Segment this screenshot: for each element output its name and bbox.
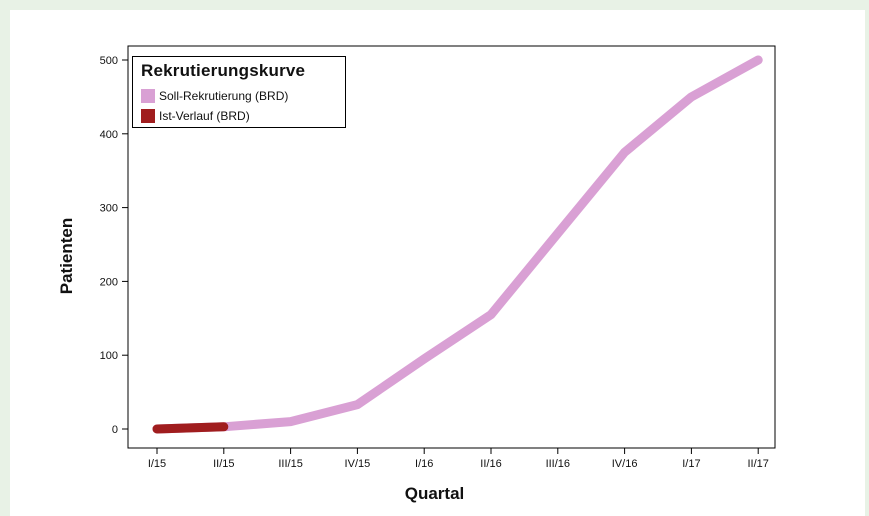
x-axis: I/15 II/15 III/15 IV/15 I/16 II/16 III/16 IV/16… [148,448,769,470]
y-axis-title: Patienten [57,217,76,295]
x-tick-label: I/15 [148,458,166,470]
legend: Rekrutierungskurve Soll-Rekrutierung (BR… [132,56,346,128]
x-tick-label: II/15 [213,458,234,470]
y-tick-label: 400 [100,129,118,141]
x-tick-label: III/16 [546,458,570,470]
x-tick-label: II/16 [480,458,501,470]
y-tick-label: 100 [100,350,118,362]
series-line-1 [152,422,229,434]
legend-item-ist: Ist-Verlauf (BRD) [141,107,250,125]
legend-title: Rekrutierungskurve [141,61,306,80]
y-tick-label: 200 [100,276,118,288]
x-tick-label: IV/15 [345,458,371,470]
y-tick-label: 500 [100,55,118,67]
plot-frame [127,45,776,449]
y-tick-label: 300 [100,203,118,215]
x-tick-label: II/17 [747,458,768,470]
series-line-0 [152,55,763,434]
x-tick-label: III/15 [278,458,302,470]
x-tick-label: IV/16 [612,458,638,470]
y-axis: 0 100 200 300 400 500 [100,55,128,436]
legend-item-soll: Soll-Rekrutierung (BRD) [141,87,288,105]
legend-swatch-soll [141,89,155,103]
y-axis-title-wrap: Patienten [52,218,82,295]
legend-label-ist: Ist-Verlauf (BRD) [159,109,250,123]
legend-label-soll: Soll-Rekrutierung (BRD) [159,89,289,103]
series-layer [152,55,763,434]
x-tick-label: I/16 [415,458,433,470]
x-axis-title: Quartal [404,484,465,503]
legend-swatch-ist [141,109,155,123]
y-tick-label: 0 [112,424,118,436]
x-tick-label: I/17 [682,458,700,470]
